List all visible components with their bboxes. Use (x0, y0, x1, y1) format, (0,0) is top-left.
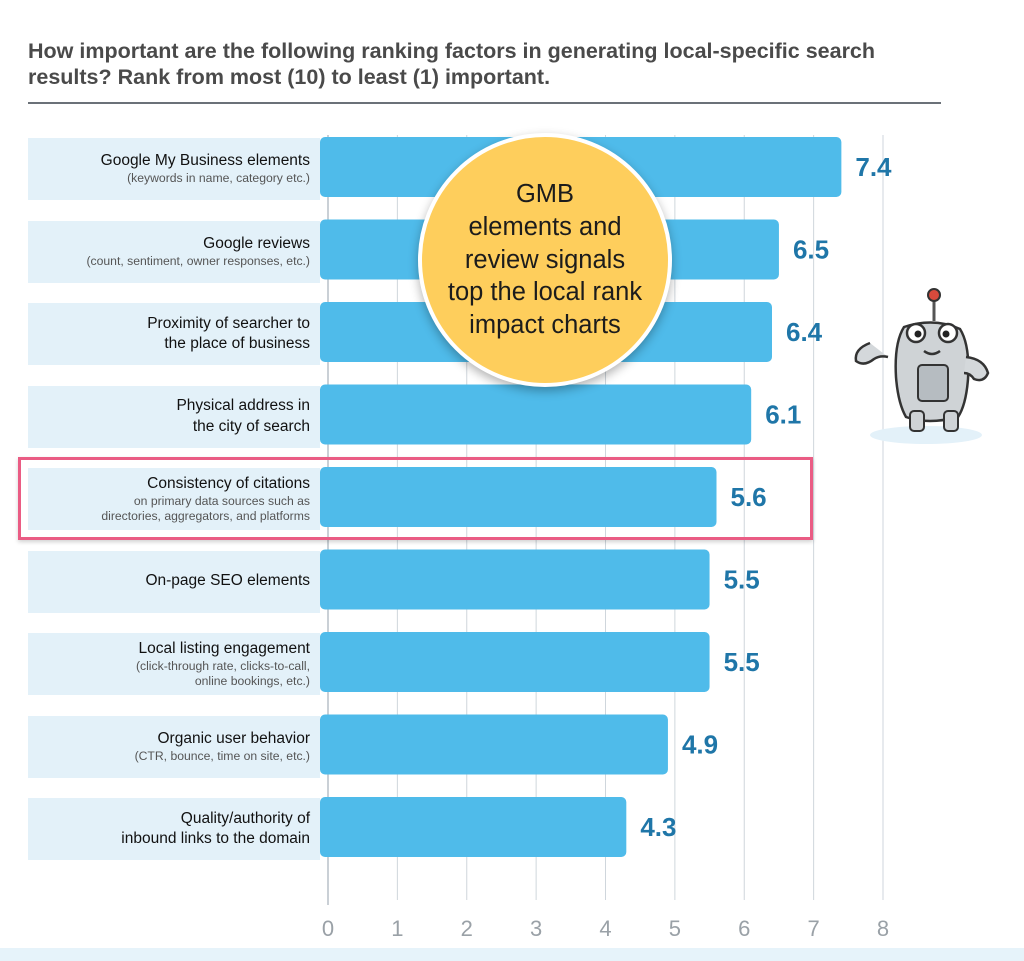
x-tick-label: 1 (391, 916, 403, 941)
category-label: Local listing engagement (click-through r… (28, 633, 320, 695)
category-label: Consistency of citations on primary data … (28, 468, 320, 530)
category-label-sub: (click-through rate, clicks-to-call, onl… (135, 658, 310, 689)
category-label-main: Local listing engagement (138, 639, 310, 657)
category-label: Proximity of searcher to the place of bu… (28, 303, 320, 365)
bar-value-label: 7.4 (855, 152, 892, 182)
category-label-main: Google reviews (203, 234, 310, 252)
category-label: Google reviews (count, sentiment, owner r… (28, 220, 320, 283)
x-tick-label: 4 (599, 916, 611, 941)
chart-title-line-2: results? Rank from most (10) to least (1… (28, 65, 551, 90)
bar-value-label: 4.9 (682, 730, 718, 760)
highlight-box (18, 457, 813, 540)
category-label: Google My Business elements (keywords in … (28, 138, 320, 200)
bar-value-label: 5.5 (724, 565, 760, 595)
x-tick-label: 8 (877, 916, 889, 941)
category-label-sub: (count, sentiment, owner responses, etc.… (86, 253, 310, 268)
bar-value-label: 6.1 (765, 400, 801, 430)
category-label-main: Quality/authority of inbound links to th… (121, 809, 310, 847)
bar (320, 714, 668, 775)
bottom-band (0, 948, 1024, 961)
x-tick-label: 0 (322, 916, 334, 941)
x-tick-label: 3 (530, 916, 542, 941)
category-label: Organic user behavior (CTR, bounce, time … (28, 715, 320, 778)
category-label: On-page SEO elements (28, 550, 320, 613)
robot-mascot-icon (854, 288, 990, 444)
category-label-sub: (CTR, bounce, time on site, etc.) (134, 748, 310, 763)
category-label-main: Consistency of citations (147, 474, 310, 492)
x-tick-label: 6 (738, 916, 750, 941)
bar (320, 549, 710, 610)
chart-title-line-1: How important are the following ranking … (28, 39, 876, 63)
bar (320, 467, 717, 527)
callout-bubble: GMB elements and review signals top the … (418, 133, 672, 387)
x-tick-label: 2 (461, 916, 473, 941)
category-label-main: On-page SEO elements (145, 572, 310, 590)
category-label: Quality/authority of inbound links to th… (28, 798, 320, 860)
category-label-main: Organic user behavior (157, 729, 311, 747)
callout-text: GMB elements and review signals top the … (447, 180, 643, 339)
bar-value-label: 5.6 (731, 482, 767, 512)
category-label-main: Physical address in the city of search (176, 397, 310, 435)
x-tick-label: 5 (669, 916, 681, 941)
bar (320, 384, 752, 445)
title-divider (28, 102, 941, 104)
chart-title: How important are the following ranking … (28, 38, 958, 90)
x-tick-label: 7 (808, 916, 820, 941)
category-label-sub: (keywords in name, category etc.) (127, 171, 310, 186)
category-label-main: Proximity of searcher to the place of bu… (147, 314, 310, 352)
bar (320, 797, 627, 857)
bar-value-label: 6.4 (786, 317, 823, 347)
bar-value-label: 6.5 (793, 235, 829, 265)
category-label: Physical address in the city of search (28, 385, 320, 448)
bar-value-label: 5.5 (724, 647, 760, 677)
category-label-sub: on primary data sources such as director… (101, 493, 310, 524)
bar-value-label: 4.3 (640, 812, 676, 842)
category-label-main: Google My Business elements (100, 152, 310, 170)
bar (320, 632, 710, 692)
